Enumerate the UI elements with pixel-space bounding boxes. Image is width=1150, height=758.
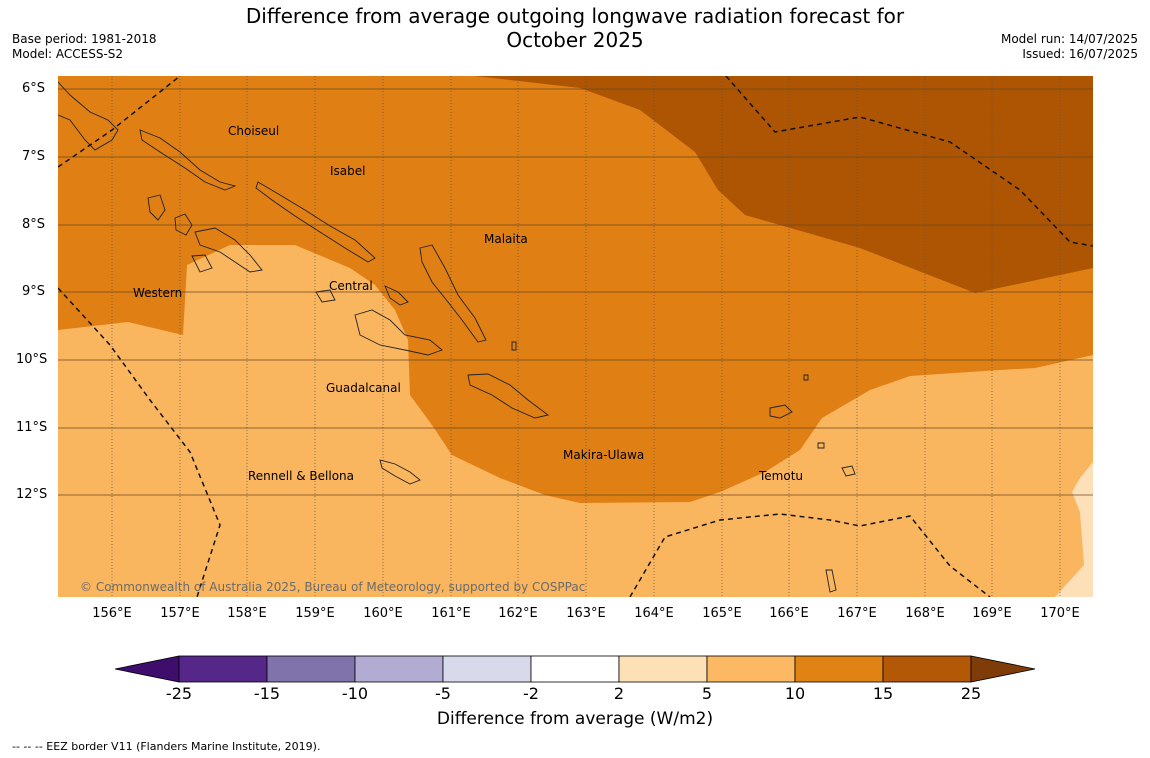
lat-label: 12°S xyxy=(16,487,48,502)
lon-label: 169°E xyxy=(972,606,1012,621)
lon-label: 159°E xyxy=(295,606,335,621)
region-label-makira-ulawa: Makira-Ulawa xyxy=(563,448,645,462)
lon-label: 157°E xyxy=(160,606,200,621)
title-line-2: October 2025 xyxy=(506,28,644,52)
colorbar-caption: Difference from average (W/m2) xyxy=(436,709,714,729)
issued-date: Issued: 16/07/2025 xyxy=(1022,47,1138,61)
lon-label: 156°E xyxy=(92,606,132,621)
region-label-isabel: Isabel xyxy=(330,164,366,178)
colorbar-low-triangle xyxy=(114,655,180,683)
colorbar-high-triangle xyxy=(970,655,1036,683)
colorbar-tick: -2 xyxy=(523,684,539,703)
copyright-notice: © Commonwealth of Australia 2025, Bureau… xyxy=(80,580,586,594)
lon-label: 163°E xyxy=(566,606,606,621)
colorbar-tick: -15 xyxy=(253,684,281,703)
colorbar-tick: -25 xyxy=(165,684,193,703)
lon-label: 167°E xyxy=(837,606,877,621)
title-line-1: Difference from average outgoing longwav… xyxy=(245,4,905,28)
lat-label: 9°S xyxy=(22,284,46,299)
lat-label: 10°S xyxy=(16,352,48,367)
lon-label: 164°E xyxy=(634,606,674,621)
colorbar-bin xyxy=(618,655,708,683)
lat-label: 11°S xyxy=(16,420,48,435)
chart-title: Difference from average outgoing longwav… xyxy=(0,4,1150,52)
region-label-rennell-bellona: Rennell & Bellona xyxy=(248,469,355,483)
colorbar-bin xyxy=(354,655,444,683)
colorbar-bin xyxy=(266,655,356,683)
colorbar-bin xyxy=(882,655,972,683)
lon-label: 158°E xyxy=(227,606,267,621)
lat-label: 8°S xyxy=(22,217,46,232)
lat-label: 7°S xyxy=(22,149,46,164)
meta-left: Base period: 1981-2018 Model: ACCESS-S2 xyxy=(12,32,157,62)
colorbar-bin xyxy=(530,655,620,683)
meta-right: Model run: 14/07/2025 Issued: 16/07/2025 xyxy=(1001,32,1138,62)
colorbar-bin xyxy=(442,655,532,683)
zone-2-5 xyxy=(1055,462,1093,597)
lon-label: 166°E xyxy=(769,606,809,621)
region-label-western: Western xyxy=(133,286,183,300)
colorbar-tick: -10 xyxy=(341,684,369,703)
colorbar-bin xyxy=(794,655,884,683)
zone-15-25 xyxy=(475,76,1093,293)
colorbar-tick: -5 xyxy=(435,684,451,703)
colorbar-bin xyxy=(178,655,268,683)
region-label-guadalcanal: Guadalcanal xyxy=(326,381,401,395)
colorbar-tick: 2 xyxy=(613,684,625,703)
map-field xyxy=(58,76,1093,597)
islands xyxy=(58,81,856,593)
region-label-malaita: Malaita xyxy=(484,232,528,246)
lat-lines xyxy=(58,88,1093,496)
eez-legend: -- -- -- EEZ border V11 (Flanders Marine… xyxy=(12,740,321,753)
base-period: Base period: 1981-2018 xyxy=(12,32,157,46)
lon-label: 162°E xyxy=(498,606,538,621)
region-label-temotu: Temotu xyxy=(759,469,804,483)
lon-label: 160°E xyxy=(363,606,403,621)
region-label-central: Central xyxy=(329,279,373,293)
colorbar-bin xyxy=(706,655,796,683)
lon-label: 168°E xyxy=(905,606,945,621)
lat-label: 6°S xyxy=(22,81,46,96)
colorbar-tick: 10 xyxy=(784,684,806,703)
colorbar-tick: 15 xyxy=(872,684,894,703)
lon-label: 170°E xyxy=(1040,606,1080,621)
zone-5-10 xyxy=(58,245,1093,597)
colorbar-tick: 5 xyxy=(701,684,713,703)
lon-label: 161°E xyxy=(431,606,471,621)
model-name: Model: ACCESS-S2 xyxy=(12,47,124,61)
colorbar-tick: 25 xyxy=(960,684,982,703)
eez-borders xyxy=(58,76,1093,597)
lon-label: 165°E xyxy=(702,606,742,621)
colorbar xyxy=(114,655,1036,683)
region-label-choiseul: Choiseul xyxy=(228,124,280,138)
model-run: Model run: 14/07/2025 xyxy=(1000,32,1138,46)
